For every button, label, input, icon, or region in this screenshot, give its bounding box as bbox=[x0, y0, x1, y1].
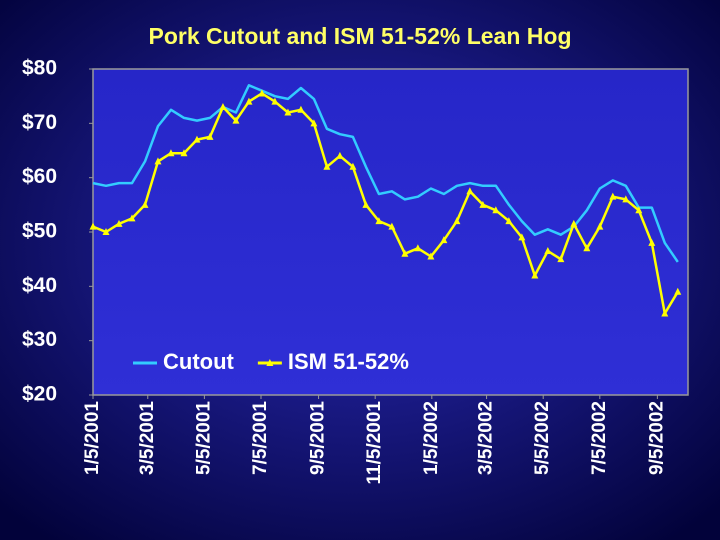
point-marker bbox=[245, 97, 253, 105]
series-line bbox=[92, 84, 679, 263]
x-tick-label: 5/5/2002 bbox=[532, 401, 553, 475]
point-marker bbox=[323, 162, 331, 170]
point-marker bbox=[219, 103, 227, 111]
legend-marker bbox=[266, 359, 274, 366]
point-marker bbox=[557, 255, 565, 263]
y-tick-label: $60 bbox=[22, 165, 57, 188]
point-marker bbox=[583, 244, 591, 252]
point-marker bbox=[232, 116, 240, 124]
legend-label: Cutout bbox=[163, 349, 235, 374]
point-marker bbox=[375, 217, 383, 225]
point-marker bbox=[388, 222, 396, 230]
y-tick-label: $20 bbox=[22, 383, 57, 406]
point-marker bbox=[284, 108, 292, 116]
point-marker bbox=[440, 236, 448, 244]
point-marker bbox=[258, 89, 266, 97]
point-marker bbox=[466, 187, 474, 195]
point-marker bbox=[336, 151, 344, 159]
point-marker bbox=[180, 149, 188, 157]
y-tick-label: $70 bbox=[22, 111, 57, 134]
x-tick-label: 9/5/2001 bbox=[308, 401, 329, 475]
point-marker bbox=[115, 219, 123, 227]
y-tick-label: $40 bbox=[22, 274, 57, 297]
x-tick-label: 7/5/2001 bbox=[250, 401, 271, 475]
point-marker bbox=[427, 252, 435, 260]
point-marker bbox=[544, 247, 552, 255]
point-marker bbox=[193, 135, 201, 143]
point-marker bbox=[310, 119, 318, 127]
point-marker bbox=[362, 200, 370, 208]
point-marker bbox=[167, 149, 175, 157]
x-tick-label: 9/5/2002 bbox=[646, 401, 667, 475]
x-tick-label: 5/5/2001 bbox=[193, 401, 214, 475]
point-marker bbox=[570, 219, 578, 227]
x-tick-label: 1/5/2001 bbox=[82, 401, 103, 475]
point-marker bbox=[453, 217, 461, 225]
point-marker bbox=[206, 132, 214, 140]
point-marker bbox=[128, 214, 136, 222]
point-marker bbox=[518, 233, 526, 241]
point-marker bbox=[271, 97, 279, 105]
point-marker bbox=[102, 228, 110, 235]
y-tick-label: $80 bbox=[22, 57, 57, 80]
legend-label: ISM 51-52% bbox=[288, 349, 409, 374]
point-marker bbox=[609, 192, 617, 200]
point-marker bbox=[401, 249, 409, 257]
point-marker bbox=[154, 157, 162, 165]
point-marker bbox=[674, 287, 682, 295]
point-marker bbox=[635, 206, 643, 214]
point-marker bbox=[89, 222, 97, 230]
point-marker bbox=[622, 195, 630, 203]
point-marker bbox=[661, 309, 669, 317]
point-marker bbox=[596, 222, 604, 230]
chart-title: Pork Cutout and ISM 51-52% Lean Hog bbox=[149, 23, 572, 49]
point-marker bbox=[648, 238, 656, 246]
x-tick-label: 7/5/2002 bbox=[589, 401, 610, 475]
x-tick-label: 11/5/2001 bbox=[364, 401, 385, 485]
point-marker bbox=[349, 162, 357, 170]
x-tick-label: 3/5/2001 bbox=[137, 401, 158, 475]
plot-area bbox=[92, 68, 689, 396]
point-marker bbox=[492, 206, 500, 214]
y-tick-label: $30 bbox=[22, 328, 57, 351]
point-marker bbox=[479, 200, 487, 208]
point-marker bbox=[141, 200, 149, 208]
point-marker bbox=[531, 271, 539, 279]
y-tick-label: $50 bbox=[22, 220, 57, 243]
point-marker bbox=[505, 217, 513, 225]
point-marker bbox=[414, 244, 422, 252]
point-marker bbox=[297, 105, 305, 113]
series-line bbox=[92, 92, 679, 315]
x-tick-label: 1/5/2002 bbox=[421, 401, 442, 475]
x-tick-label: 3/5/2002 bbox=[476, 401, 497, 475]
